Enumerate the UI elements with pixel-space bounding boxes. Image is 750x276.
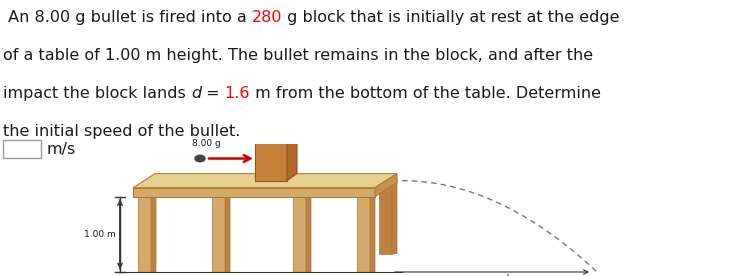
Text: m/s: m/s (47, 142, 76, 156)
Polygon shape (212, 197, 225, 272)
Polygon shape (293, 197, 306, 272)
Text: impact the block lands: impact the block lands (3, 86, 190, 101)
Polygon shape (370, 193, 375, 272)
Text: g block that is initially at rest at the edge: g block that is initially at rest at the… (282, 10, 620, 25)
Polygon shape (133, 188, 375, 197)
Text: the initial speed of the bullet.: the initial speed of the bullet. (3, 124, 240, 139)
Text: 280: 280 (252, 10, 282, 25)
Polygon shape (379, 183, 392, 254)
Ellipse shape (195, 155, 205, 162)
Text: of a table of 1.00 m height. The bullet remains in the block, and after the: of a table of 1.00 m height. The bullet … (3, 48, 593, 63)
FancyBboxPatch shape (3, 140, 41, 158)
Text: =: = (201, 86, 225, 101)
Text: d: d (190, 86, 201, 101)
Polygon shape (255, 133, 297, 140)
Text: 8.00 g: 8.00 g (192, 139, 220, 148)
Polygon shape (375, 174, 397, 197)
Polygon shape (255, 140, 287, 181)
Polygon shape (133, 174, 397, 188)
Polygon shape (392, 179, 397, 254)
Text: 1.00 m: 1.00 m (84, 230, 116, 239)
Polygon shape (151, 193, 156, 272)
Polygon shape (225, 193, 230, 272)
Text: 1.6: 1.6 (225, 86, 251, 101)
Polygon shape (287, 133, 297, 181)
Polygon shape (357, 197, 370, 272)
Text: m from the bottom of the table. Determine: m from the bottom of the table. Determin… (251, 86, 602, 101)
Polygon shape (138, 197, 151, 272)
Text: d: d (501, 274, 508, 276)
Text: An 8.00 g bullet is fired into a: An 8.00 g bullet is fired into a (3, 10, 252, 25)
Polygon shape (306, 193, 311, 272)
